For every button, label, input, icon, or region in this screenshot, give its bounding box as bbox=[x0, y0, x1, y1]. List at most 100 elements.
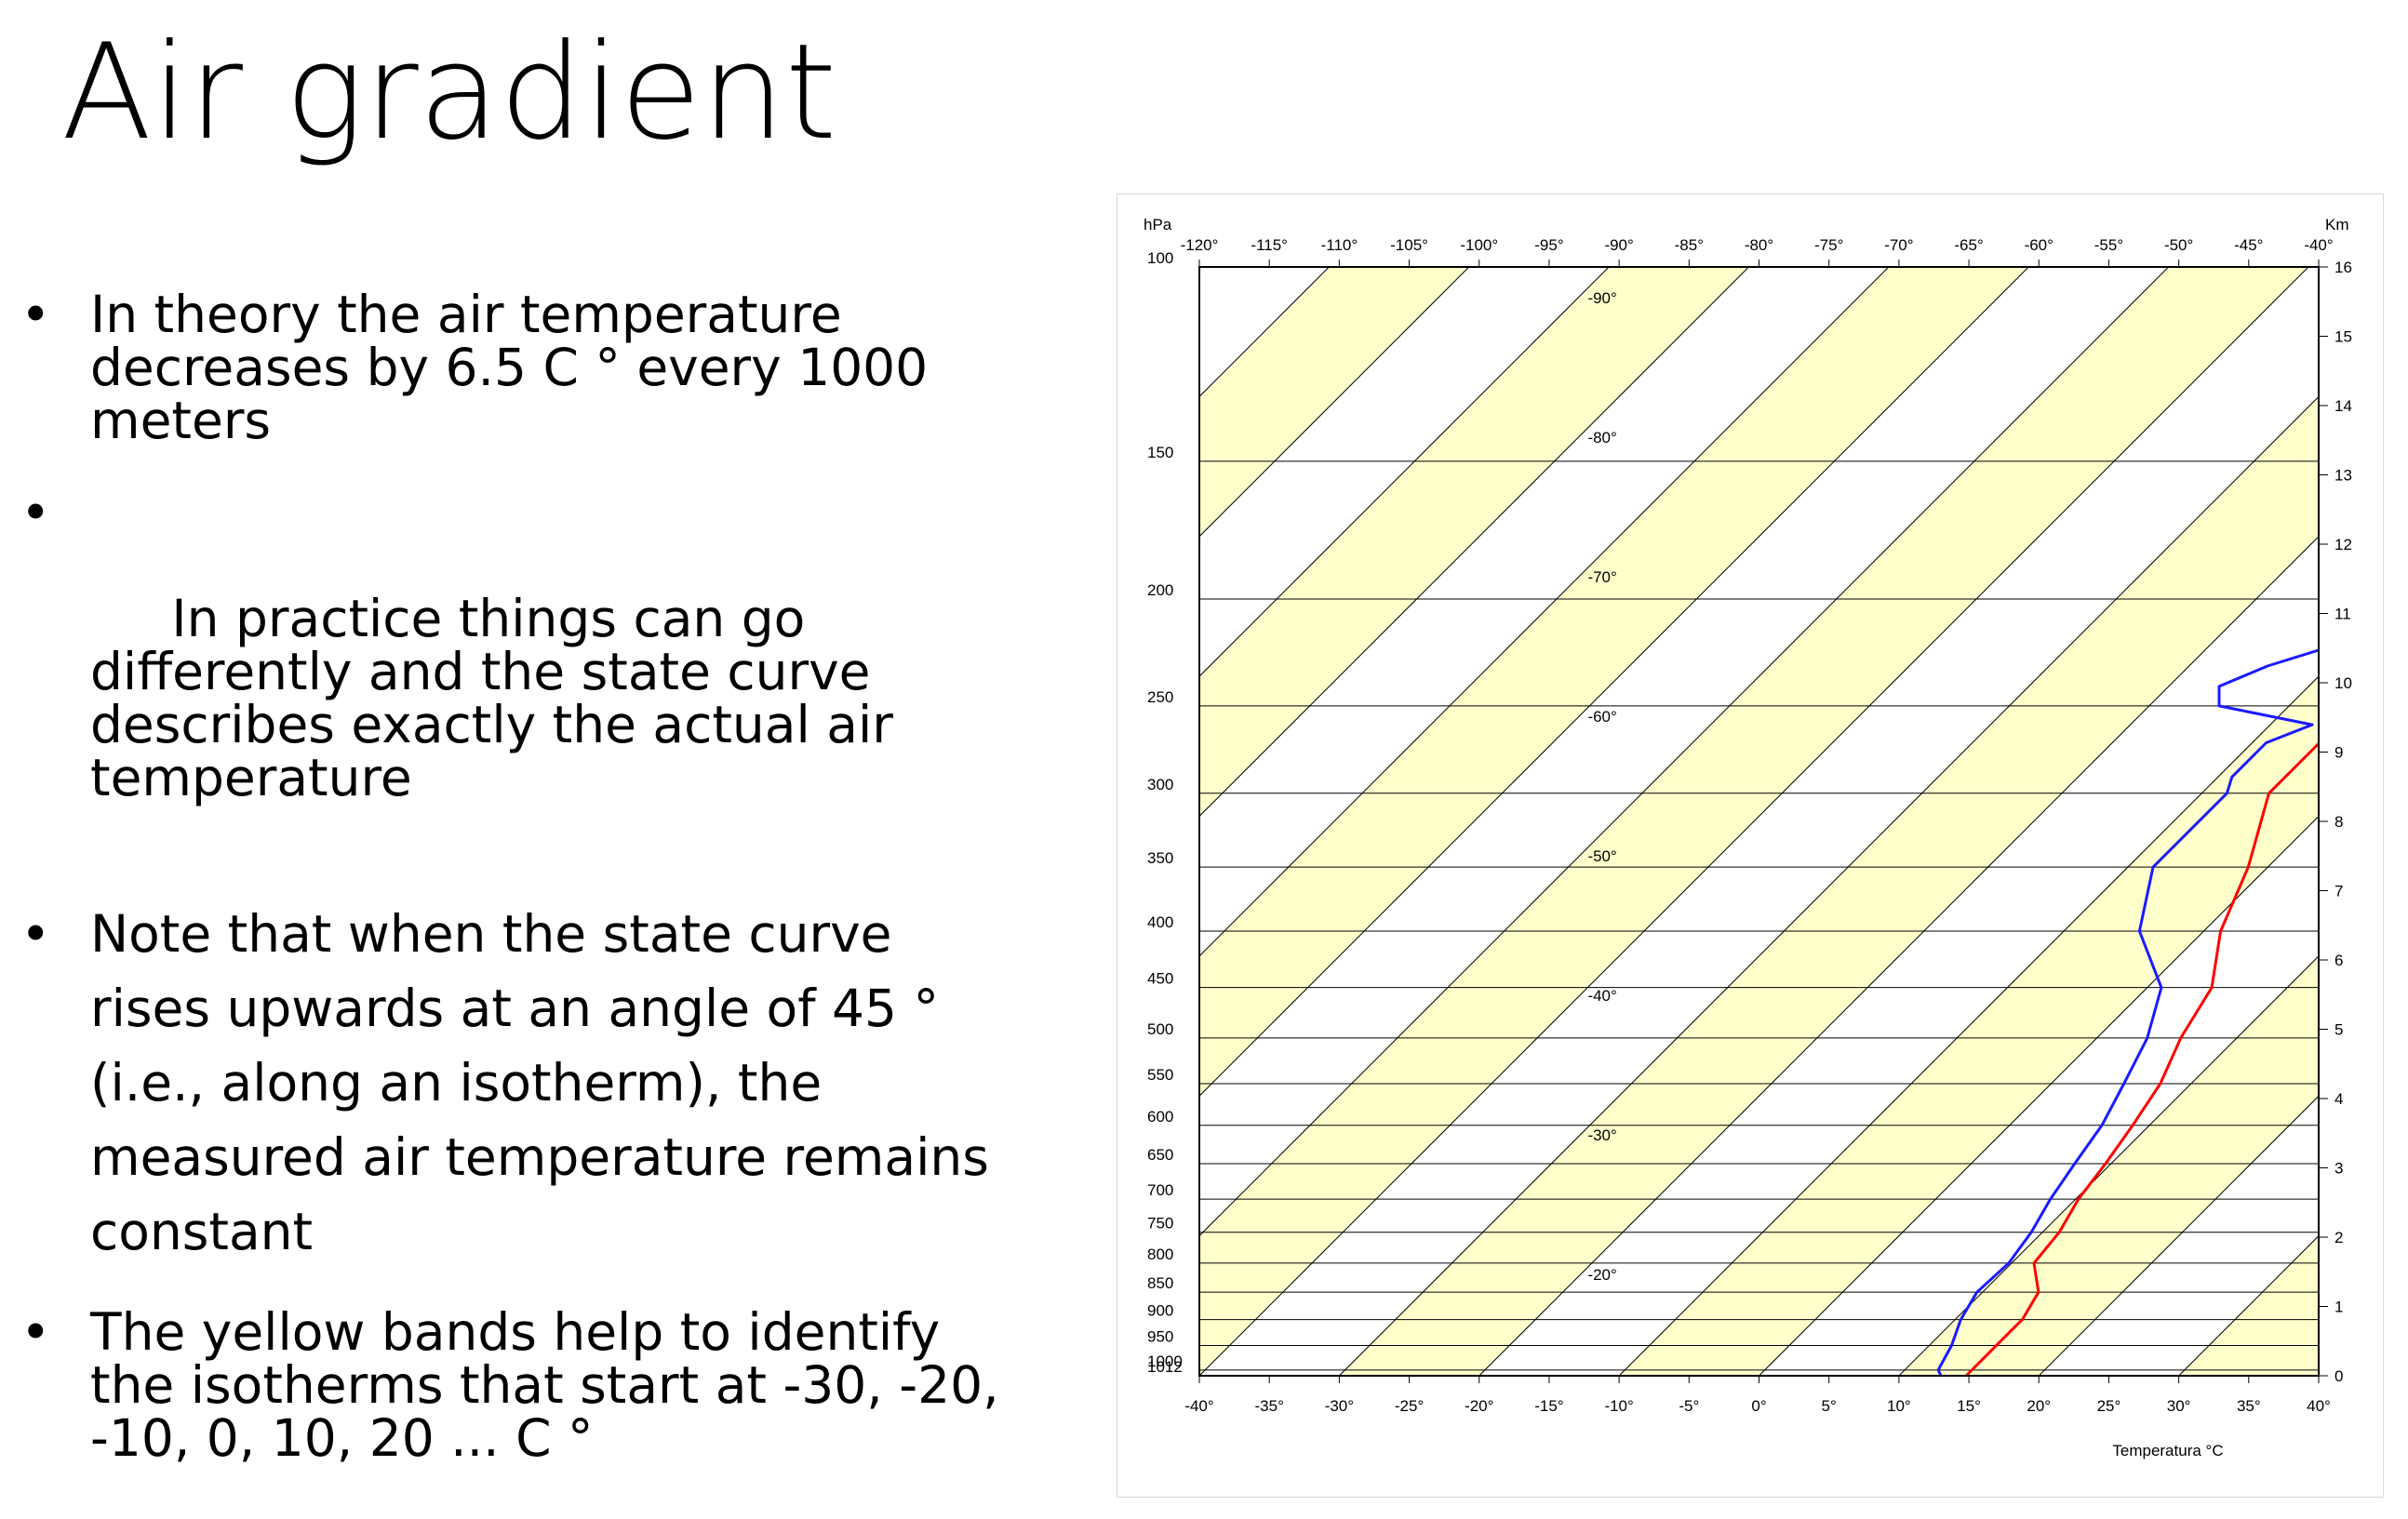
pressure-tick-label: 200 bbox=[1147, 581, 1173, 599]
x-tick-label: -10° bbox=[1604, 1397, 1633, 1415]
top-tick-label: -90° bbox=[1604, 236, 1633, 254]
top-tick-label: -60° bbox=[2025, 236, 2053, 254]
pressure-axis-title: hPa bbox=[1144, 216, 1172, 233]
isotherm-line bbox=[1478, 536, 2319, 1376]
height-tick-label: 1 bbox=[2334, 1299, 2343, 1316]
state-curve bbox=[1936, 648, 2319, 1376]
isotherm-line bbox=[1199, 267, 1470, 538]
top-tick-label: -40° bbox=[2304, 236, 2333, 254]
isotherm-line bbox=[1199, 267, 2029, 1097]
bullet-item: • The yellow bands help to identify the … bbox=[20, 1306, 1007, 1465]
pressure-tick-label: 750 bbox=[1147, 1215, 1173, 1233]
isotherm-label: -40° bbox=[1587, 987, 1616, 1005]
top-tick-label: -115° bbox=[1251, 236, 1288, 254]
x-tick-label: 30° bbox=[2167, 1397, 2191, 1415]
isotherm-line bbox=[1199, 267, 2309, 1376]
pressure-tick-label: 400 bbox=[1147, 913, 1173, 931]
top-tick-label: -65° bbox=[1954, 236, 1983, 254]
isotherm-label: -70° bbox=[1587, 568, 1616, 586]
isotherm-line bbox=[2038, 1095, 2319, 1376]
chart-svg: 1001502002503003504004505005506006507007… bbox=[1117, 216, 2352, 1459]
top-tick-label: -100° bbox=[1460, 236, 1498, 254]
pressure-tick-label: 300 bbox=[1147, 776, 1173, 793]
height-tick-label: 16 bbox=[2334, 259, 2352, 276]
height-tick-label: 11 bbox=[2334, 606, 2351, 623]
height-tick-label: 2 bbox=[2334, 1229, 2343, 1246]
pressure-tick-label: 350 bbox=[1147, 849, 1173, 867]
x-tick-label: -35° bbox=[1255, 1397, 1284, 1415]
height-tick-label: 6 bbox=[2334, 952, 2343, 969]
isotherm-line bbox=[1199, 267, 1890, 957]
bullet-list: • In theory the air temperature decrease… bbox=[20, 288, 1007, 1504]
isotherm-label: -30° bbox=[1587, 1126, 1616, 1144]
top-tick-label: -75° bbox=[1814, 236, 1843, 254]
bullet-icon: • bbox=[20, 483, 51, 542]
bullet-icon: • bbox=[20, 904, 51, 964]
top-tick-label: -45° bbox=[2234, 236, 2263, 254]
bullet-item: • Note that when the state curve rises u… bbox=[20, 897, 1007, 1269]
isotherm-line bbox=[1199, 267, 2169, 1237]
isotherm-line bbox=[2318, 1375, 2319, 1376]
top-tick-label: -80° bbox=[1745, 236, 1773, 254]
x-tick-label: 35° bbox=[2237, 1397, 2261, 1415]
isotherm-line bbox=[1117, 267, 1189, 1376]
top-tick-label: -70° bbox=[1884, 236, 1913, 254]
x-tick-label: 5° bbox=[1822, 1397, 1837, 1415]
x-tick-label: -20° bbox=[1465, 1397, 1493, 1415]
bullet-item: • In theory the air temperature decrease… bbox=[20, 288, 1007, 447]
slide-title: Air gradient bbox=[61, 16, 837, 169]
x-tick-label: 20° bbox=[2027, 1397, 2051, 1415]
height-tick-label: 7 bbox=[2334, 883, 2343, 900]
pressure-tick-label: 1000 bbox=[1147, 1352, 1183, 1370]
isotherm-label: -90° bbox=[1587, 289, 1616, 307]
x-tick-label: 40° bbox=[2307, 1397, 2331, 1415]
x-tick-label: -25° bbox=[1395, 1397, 1424, 1415]
pressure-tick-label: 700 bbox=[1147, 1181, 1173, 1199]
x-axis-title: Temperatura °C bbox=[2112, 1442, 2223, 1459]
isotherm-line bbox=[1618, 675, 2319, 1376]
top-tick-label: -55° bbox=[2094, 236, 2123, 254]
pressure-tick-label: 600 bbox=[1147, 1108, 1173, 1126]
pressure-tick-label: 500 bbox=[1147, 1020, 1173, 1038]
height-tick-label: 15 bbox=[2334, 328, 2352, 346]
x-tick-label: 10° bbox=[1887, 1397, 1911, 1415]
bullet-text: Note that when the state curve rises upw… bbox=[90, 904, 989, 1261]
pressure-tick-label: 900 bbox=[1147, 1302, 1173, 1320]
bullet-item: • In practice things can go differently … bbox=[20, 486, 1007, 858]
isotherm-label: -60° bbox=[1587, 708, 1616, 726]
isotherm-label: -80° bbox=[1587, 429, 1616, 446]
x-tick-label: 15° bbox=[1957, 1397, 1981, 1415]
x-tick-label: -30° bbox=[1325, 1397, 1354, 1415]
height-tick-label: 5 bbox=[2334, 1021, 2343, 1039]
x-tick-label: -5° bbox=[1679, 1397, 1699, 1415]
bullet-text: In practice things can go differently an… bbox=[90, 589, 910, 807]
state-curve bbox=[1965, 741, 2319, 1376]
pressure-tick-label: 800 bbox=[1147, 1246, 1173, 1263]
skew-t-chart: 100 150 200 250 300 350 400 450 500 550 600 650 700 7… bbox=[1117, 193, 2384, 1498]
height-tick-label: 12 bbox=[2334, 536, 2352, 553]
bullet-icon: • bbox=[20, 1302, 51, 1362]
height-tick-label: 10 bbox=[2334, 674, 2352, 692]
height-tick-label: 3 bbox=[2334, 1160, 2343, 1178]
x-tick-label: -15° bbox=[1534, 1397, 1563, 1415]
x-tick-label: 0° bbox=[1751, 1397, 1766, 1415]
height-tick-label: 0 bbox=[2334, 1367, 2343, 1385]
pressure-tick-label: 1012 bbox=[1147, 1358, 1183, 1376]
pressure-tick-label: 100 bbox=[1147, 249, 1173, 267]
height-tick-label: 13 bbox=[2334, 467, 2352, 485]
pressure-tick-label: 550 bbox=[1147, 1066, 1173, 1084]
bullet-icon: • bbox=[20, 285, 51, 344]
bullet-text: In theory the air temperature decreases … bbox=[90, 285, 929, 450]
pressure-tick-label: 650 bbox=[1147, 1146, 1173, 1164]
height-tick-label: 14 bbox=[2334, 397, 2352, 415]
height-tick-label: 9 bbox=[2334, 744, 2343, 762]
top-tick-label: -110° bbox=[1321, 236, 1358, 254]
isotherm-line bbox=[1199, 267, 1610, 677]
pressure-tick-label: 950 bbox=[1147, 1327, 1173, 1345]
isotherm-line bbox=[1199, 267, 1749, 818]
x-tick-label: -40° bbox=[1184, 1397, 1213, 1415]
isotherm-line bbox=[1759, 815, 2319, 1376]
bullet-text: The yellow bands help to identify the is… bbox=[90, 1302, 999, 1468]
x-tick-label: 25° bbox=[2097, 1397, 2121, 1415]
isotherm-label: -20° bbox=[1587, 1266, 1616, 1284]
